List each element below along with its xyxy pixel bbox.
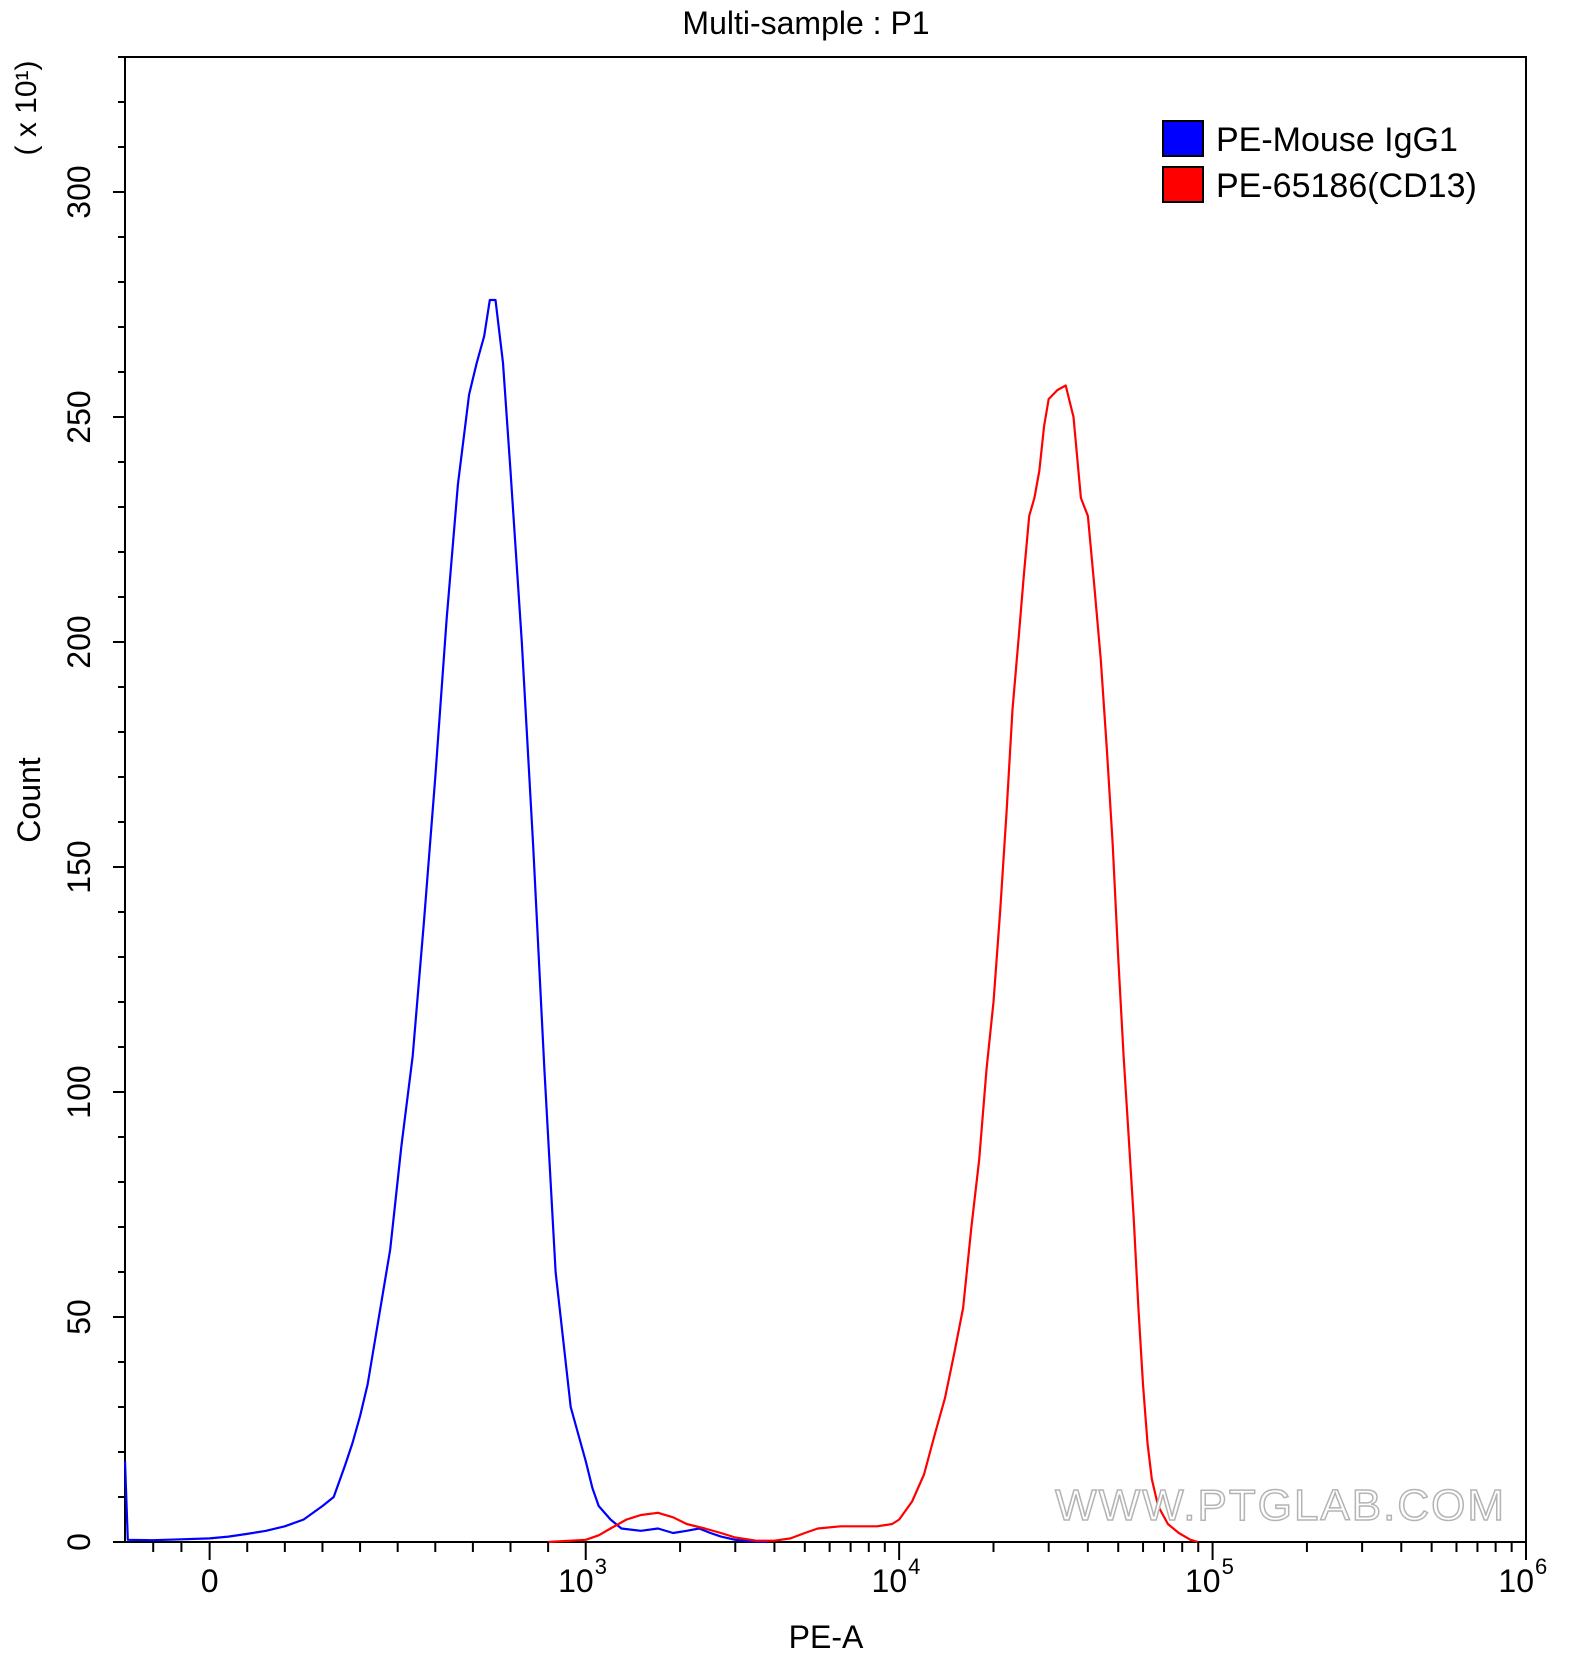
legend-label: PE-Mouse IgG1 [1216,121,1458,159]
y-tick-label: 300 [61,165,97,218]
x-tick-label: 10 5 [1185,1554,1234,1599]
x-tick-base: 10 [872,1563,908,1599]
series-line-1 [123,298,768,1544]
watermark: WWW.PTGLAB.COM [1055,1481,1506,1530]
legend-swatch [1162,120,1204,157]
x-tick-base: 10 [558,1563,594,1599]
x-axis: 0 10 3 10 4 10 5 10 6 [152,1542,1547,1599]
x-tick-exponent: 6 [1535,1554,1547,1579]
x-tick-label: 10 3 [558,1554,607,1599]
series-layer [123,298,1199,1544]
y-tick-label: 0 [61,1533,97,1551]
plot-area [124,56,1527,1543]
y-tick-label: 100 [61,1065,97,1118]
y-axis: 0 50 100 150 200 250 300 [61,56,125,1551]
x-tick-label: 0 [201,1563,219,1599]
legend-swatch [1162,166,1204,203]
x-tick-exponent: 5 [1222,1554,1234,1579]
x-tick-base: 10 [1185,1563,1221,1599]
y-tick-label: 50 [61,1299,97,1335]
y-tick-label: 150 [61,840,97,893]
y-tick-label: 250 [61,390,97,443]
x-tick-exponent: 4 [908,1554,920,1579]
x-tick-base: 10 [1498,1563,1534,1599]
x-tick-label: 10 6 [1498,1554,1547,1599]
y-tick-label: 200 [61,615,97,668]
legend-label: PE-65186(CD13) [1216,167,1477,205]
y-axis-multiplier: ( x 10¹) [10,60,43,155]
y-axis-label: Count [11,757,47,843]
chart-title: Multi-sample : P1 [682,5,929,41]
series-line-2 [548,384,1199,1544]
x-tick-label: 10 4 [872,1554,921,1599]
x-tick-exponent: 3 [595,1554,607,1579]
x-axis-label: PE-A [789,1619,864,1655]
legend: PE-Mouse IgG1 PE-65186(CD13) [1162,120,1477,205]
x-tick-base: 0 [201,1563,219,1599]
